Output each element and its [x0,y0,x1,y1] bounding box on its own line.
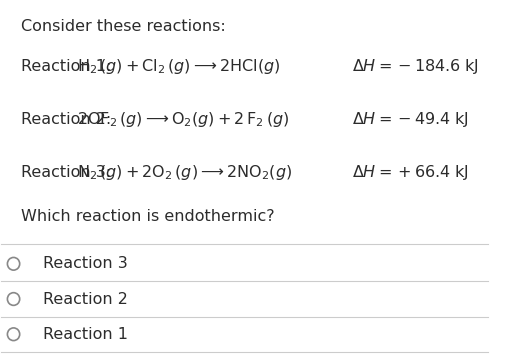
Text: $\mathrm{N_2}\,(g) + 2\mathrm{O_2}\,(g) \longrightarrow 2\mathrm{NO_2}(g)$: $\mathrm{N_2}\,(g) + 2\mathrm{O_2}\,(g) … [77,163,291,182]
Text: Reaction 2:: Reaction 2: [21,112,116,127]
Text: Reaction 1: Reaction 1 [42,327,127,342]
Text: Consider these reactions:: Consider these reactions: [21,19,225,34]
Text: $\Delta H = -184.6\;\mathrm{kJ}$: $\Delta H = -184.6\;\mathrm{kJ}$ [351,57,477,76]
Text: Which reaction is endothermic?: Which reaction is endothermic? [21,209,274,224]
Text: $\mathrm{H_2}\,(g) + \mathrm{Cl_2}\,(g) \longrightarrow 2\mathrm{HCl}(g)$: $\mathrm{H_2}\,(g) + \mathrm{Cl_2}\,(g) … [77,57,280,76]
Text: Reaction 3: Reaction 3 [42,256,127,271]
Text: $\Delta H = +66.4\;\mathrm{kJ}$: $\Delta H = +66.4\;\mathrm{kJ}$ [351,163,467,182]
Text: Reaction 3:: Reaction 3: [21,165,116,180]
Text: Reaction 1:: Reaction 1: [21,59,116,74]
Text: $\Delta H = -49.4\;\mathrm{kJ}$: $\Delta H = -49.4\;\mathrm{kJ}$ [351,110,467,129]
Text: Reaction 2: Reaction 2 [42,291,127,306]
Text: $2\mathrm{OF_2}\,(g) \longrightarrow \mathrm{O_2}(g) + 2\,\mathrm{F_2}\,(g)$: $2\mathrm{OF_2}\,(g) \longrightarrow \ma… [77,110,288,129]
